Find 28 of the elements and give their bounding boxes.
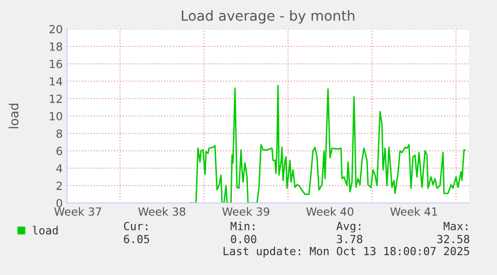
y-tick-label: 8 — [56, 129, 62, 138]
text: Max: — [444, 222, 468, 230]
text: Last update: Mon Oct 13 18:00:07 2025 — [224, 246, 470, 258]
y-tick-label: 4 — [56, 164, 62, 172]
y-axis-title: load — [8, 104, 18, 128]
text: Min: — [230, 222, 254, 230]
x-tick-label: Week 40 — [306, 207, 354, 216]
text: 32.58 — [437, 234, 470, 244]
y-tick-label: 12 — [50, 94, 62, 103]
text: 3.78 — [336, 234, 362, 244]
text: 6.05 — [124, 234, 150, 244]
text: 0.00 — [230, 234, 256, 244]
y-tick-label: 6 — [56, 146, 62, 156]
y-tick-label: 2 — [56, 182, 62, 190]
y-tick-label: 14 — [50, 77, 62, 86]
x-tick-label: Week 37 — [54, 207, 102, 216]
text: Avg: — [336, 222, 360, 232]
y-tick-label: 0 — [56, 198, 62, 208]
legend-label: load — [32, 226, 58, 235]
y-tick-label: 16 — [50, 60, 62, 68]
y-tick-label: 20 — [50, 24, 62, 34]
x-tick-label: Week 39 — [222, 207, 270, 216]
chart-title: Load average - by month — [182, 10, 354, 24]
x-tick-label: Week 38 — [138, 207, 186, 216]
y-tick-label: 10 — [50, 112, 62, 120]
text: Cur: — [124, 222, 148, 230]
y-tick-label: 18 — [50, 42, 62, 51]
x-tick-label: Week 41 — [390, 207, 438, 216]
